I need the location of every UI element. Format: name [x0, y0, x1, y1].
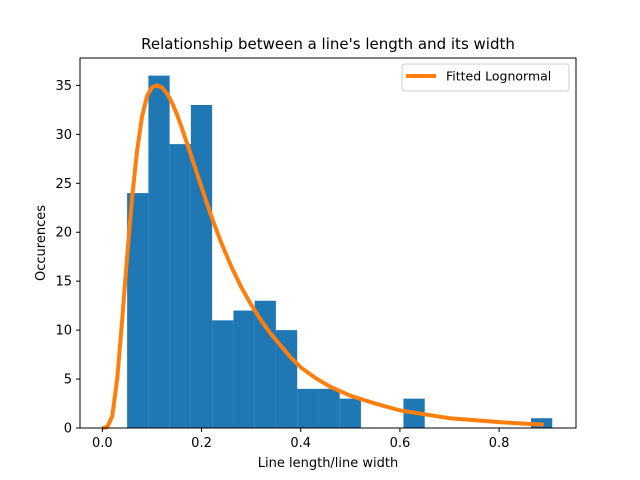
x-tick-label: 0.2 — [191, 436, 212, 451]
histogram-bar — [169, 144, 191, 428]
y-tick-label: 15 — [55, 275, 72, 290]
x-tick-label: 0.0 — [92, 436, 113, 451]
y-tick-label: 0 — [64, 422, 72, 437]
histogram-bar — [233, 310, 255, 428]
y-tick-label: 10 — [55, 324, 72, 339]
y-tick-label: 30 — [55, 128, 72, 143]
histogram-bar — [148, 75, 170, 428]
legend-box — [401, 63, 570, 92]
x-tick-label: 0.8 — [489, 436, 510, 451]
series-line-fitted-lognormal — [101, 83, 544, 430]
y-tick-label: 35 — [55, 79, 72, 94]
x-tick-label: 0.4 — [290, 436, 311, 451]
legend: Fitted Lognormal — [401, 63, 570, 92]
fitted-lognormal-curve — [101, 83, 544, 430]
histogram-bars — [127, 75, 553, 428]
histogram-bar — [339, 398, 361, 428]
histogram-bar — [127, 193, 149, 428]
x-axis-ticks: 0.0 0.2 0.4 0.6 0.8 — [92, 428, 509, 451]
histogram-bar — [212, 320, 234, 428]
axes-frame — [79, 57, 577, 429]
legend-label: Fitted Lognormal — [446, 69, 551, 84]
histogram-bar — [297, 388, 319, 428]
y-tick-label: 20 — [55, 226, 72, 241]
x-tick-label: 0.6 — [390, 436, 411, 451]
chart-title: Relationship between a line's length and… — [141, 35, 515, 53]
x-axis-label: Line length/line width — [258, 456, 398, 471]
y-tick-label: 5 — [64, 373, 72, 388]
histogram-bar — [318, 388, 340, 428]
histogram-bar — [275, 330, 298, 428]
histogram-bar — [254, 300, 276, 428]
y-axis-label: Occurences — [34, 205, 49, 281]
y-axis-ticks: 0 5 10 15 20 25 30 35 — [55, 79, 80, 437]
histogram-bar — [190, 104, 213, 428]
y-tick-label: 25 — [55, 177, 72, 192]
